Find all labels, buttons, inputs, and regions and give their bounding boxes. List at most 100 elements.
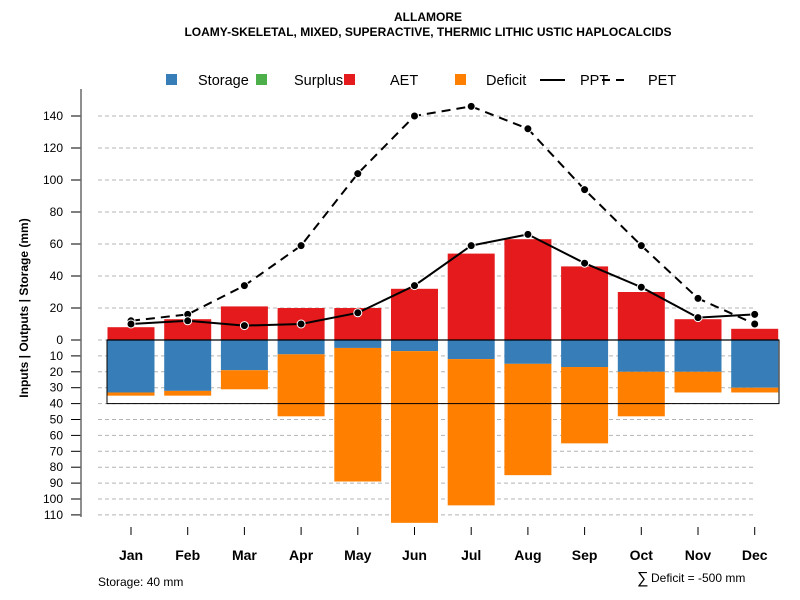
pet-point-oct <box>636 241 646 251</box>
y-tick-label: 60 <box>50 237 64 251</box>
legend-item-storage: Storage <box>166 73 249 89</box>
y-tick-label: 120 <box>43 141 63 155</box>
y-tick-label: 100 <box>43 492 63 506</box>
y-tick-label: 70 <box>50 444 64 458</box>
legend-label-surplus: Surplus <box>294 73 343 89</box>
ppt-point-nov <box>693 313 703 323</box>
bar-aet-sep <box>561 266 609 340</box>
bar-aet-nov <box>674 319 722 340</box>
bar-aet-oct <box>617 292 665 340</box>
bar-aet-jan <box>107 327 155 340</box>
pet-point-nov <box>693 293 703 303</box>
ppt-point-oct <box>636 282 646 292</box>
bar-storage-jun <box>391 340 438 352</box>
bar-storage-may <box>334 340 382 348</box>
storage-annotation: Storage: 40 mm <box>98 575 183 589</box>
bars <box>106 239 780 523</box>
bar-storage-feb <box>164 340 212 391</box>
bar-storage-apr <box>277 340 325 355</box>
legend-swatch-surplus <box>256 74 267 85</box>
bar-aet-jun <box>391 288 438 340</box>
x-tick-label-jun: Jun <box>402 547 427 563</box>
ppt-point-feb <box>183 316 193 326</box>
bar-storage-jul <box>447 340 495 360</box>
y-tick-label: 20 <box>50 365 64 379</box>
x-tick-label-may: May <box>344 547 371 563</box>
legend-item-pet: PET <box>602 73 676 89</box>
y-tick-label: 10 <box>50 349 64 363</box>
x-tick-label-aug: Aug <box>514 547 541 563</box>
legend-item-deficit: Deficit <box>455 73 526 89</box>
x-tick-label-mar: Mar <box>232 547 257 563</box>
bar-deficit-jul <box>447 359 495 506</box>
y-tick-label: 60 <box>50 428 64 442</box>
ppt-point-aug <box>523 229 533 239</box>
ppt-line <box>130 233 755 327</box>
y-tick-label: 40 <box>50 269 64 283</box>
bar-aet-aug <box>504 239 552 340</box>
x-tick-label-dec: Dec <box>742 547 768 563</box>
legend: Storage Surplus AET Deficit PPT PET <box>166 73 676 89</box>
bar-deficit-jan <box>107 392 155 396</box>
pet-point-may <box>353 169 363 179</box>
bar-deficit-feb <box>164 390 212 396</box>
y-axis-label: Inputs | Outputs | Storage (mm) <box>17 218 31 397</box>
chart-subtitle: LOAMY-SKELETAL, MIXED, SUPERACTIVE, THER… <box>184 25 671 39</box>
x-tick-label-sep: Sep <box>572 547 598 563</box>
legend-label-storage: Storage <box>198 73 249 89</box>
ppt-point-jul <box>466 241 476 251</box>
legend-label-deficit: Deficit <box>486 73 526 89</box>
pet-point-sep <box>580 185 590 195</box>
bar-aet-jul <box>447 253 495 340</box>
y-tick-label: 50 <box>50 413 64 427</box>
x-tick-label-jan: Jan <box>119 547 143 563</box>
bar-deficit-nov <box>674 371 722 393</box>
bar-deficit-aug <box>504 363 552 476</box>
pet-line <box>130 105 756 325</box>
y-tick-label: 20 <box>50 301 64 315</box>
pet-point-dec <box>750 319 760 329</box>
y-tick-label: 110 <box>44 508 63 522</box>
legend-swatch-aet <box>344 74 355 85</box>
ppt-point-dec <box>750 309 760 319</box>
legend-item-ppt: PPT <box>540 73 608 89</box>
pet-point-jul <box>466 101 476 111</box>
legend-label-pet: PET <box>648 73 676 89</box>
bar-aet-dec <box>731 328 779 340</box>
bar-storage-nov <box>674 340 722 372</box>
bar-deficit-mar <box>220 370 268 390</box>
bar-storage-sep <box>561 340 609 368</box>
legend-item-surplus: Surplus <box>256 73 343 89</box>
bar-deficit-jun <box>391 351 438 523</box>
bar-deficit-dec <box>731 387 779 393</box>
x-tick-label-jul: Jul <box>461 547 481 563</box>
bar-deficit-may <box>334 347 382 482</box>
y-tick-label: 40 <box>50 397 64 411</box>
y-tick-label: 80 <box>50 460 64 474</box>
x-tick-label-nov: Nov <box>685 547 712 563</box>
legend-swatch-storage <box>166 74 177 85</box>
bar-deficit-sep <box>561 367 609 444</box>
sum-symbol: ∑ <box>637 570 648 587</box>
bar-storage-dec <box>731 340 779 388</box>
bar-deficit-oct <box>617 371 665 417</box>
y-tick-label: 140 <box>43 109 63 123</box>
y-tick-label: 100 <box>43 173 63 187</box>
pet-point-apr <box>296 241 306 251</box>
x-tick-label-oct: Oct <box>630 547 654 563</box>
ppt-point-jan <box>126 319 136 329</box>
axes: 0204060801001201401020304050607080901001… <box>43 89 768 563</box>
bar-storage-mar <box>220 340 268 371</box>
pet-point-jun <box>410 111 419 121</box>
pet-point-aug <box>523 124 533 134</box>
ppt-point-mar <box>239 321 249 331</box>
ppt-point-may <box>353 308 363 318</box>
bar-storage-jan <box>107 340 155 393</box>
ppt-point-apr <box>296 319 306 329</box>
ppt-point-jun <box>410 281 419 291</box>
lines <box>126 101 760 331</box>
y-tick-label: 80 <box>50 205 64 219</box>
legend-swatch-deficit <box>455 74 466 85</box>
legend-item-aet: AET <box>344 73 418 89</box>
